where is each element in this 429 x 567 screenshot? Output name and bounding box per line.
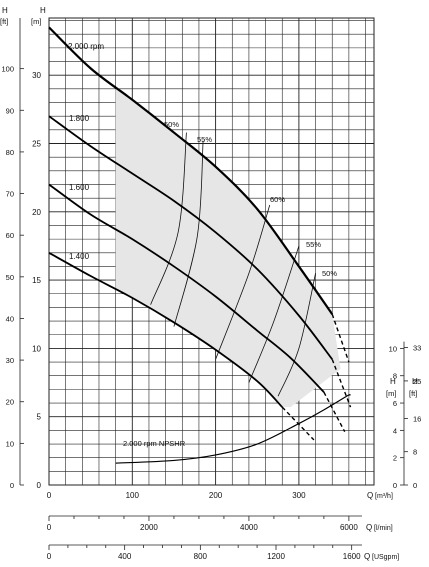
tick-q-usgpm: 800 <box>194 552 208 561</box>
curve-label-1600: 1.600 <box>69 183 90 192</box>
tick-q-usgpm: 400 <box>118 552 132 561</box>
tick-npshr-m: 6 <box>393 399 397 408</box>
curve-label-1800: 1.800 <box>69 114 90 123</box>
tick-q-m3h: 200 <box>209 491 223 500</box>
tick-h-ft: 40 <box>6 314 14 323</box>
axis-q-usgpm-unit: [USgpm] <box>372 554 399 561</box>
curve-series-4 <box>115 394 350 464</box>
tick-h-ft: 30 <box>6 356 14 365</box>
tick-q-usgpm: 0 <box>47 552 52 561</box>
tick-q-usgpm: 1600 <box>343 552 361 561</box>
axis-npshr-m-label: H <box>390 377 396 386</box>
axis-npshr-ft-unit: [ft] <box>409 389 417 398</box>
tick-h-m: 5 <box>37 413 42 422</box>
efficiency-contours <box>150 132 316 397</box>
tick-h-ft: 10 <box>6 439 14 448</box>
tick-q-lmin: 2000 <box>140 523 158 532</box>
tick-q-lmin: 0 <box>47 523 52 532</box>
tick-npshr-ft: 16 <box>413 414 421 423</box>
tick-npshr-m: 4 <box>393 426 397 435</box>
axis-h-ft-unit: [ft] <box>0 17 8 26</box>
plot-frame <box>48 17 375 486</box>
tick-q-usgpm: 1200 <box>267 552 285 561</box>
curve-series-0 <box>48 26 334 315</box>
axis-npshr-m-unit: [m] <box>386 389 396 398</box>
pump-curves <box>48 26 352 464</box>
tick-npshr-m: 8 <box>393 372 397 381</box>
tick-npshr-ft: 33 <box>413 344 421 353</box>
tick-npshr-m: 10 <box>389 344 397 353</box>
curve-label-1400: 1.400 <box>69 252 90 261</box>
tick-npshr-ft: 25 <box>413 377 421 386</box>
axis-q-m3h-unit: [m³/h] <box>375 493 393 500</box>
eff-label-60: 60% <box>270 195 285 204</box>
tick-h-ft: 20 <box>6 398 14 407</box>
tick-q-lmin: 6000 <box>340 523 358 532</box>
curve-series-1 <box>48 115 333 360</box>
eff-label-50-right: 50% <box>322 269 337 278</box>
curve-label-npshr: 2.000 rpm NPSHR <box>123 439 186 448</box>
tick-npshr-ft: 0 <box>413 481 417 490</box>
axis-q-usgpm-label: Q <box>364 552 370 561</box>
tick-q-m3h: 300 <box>292 491 306 500</box>
tick-h-m: 10 <box>32 344 41 353</box>
tick-q-lmin: 4000 <box>240 523 258 532</box>
tick-npshr-m: 2 <box>393 454 397 463</box>
tick-h-ft: 60 <box>6 231 14 240</box>
efficiency-line-2 <box>215 204 271 360</box>
tick-h-ft: 50 <box>6 273 14 282</box>
axis-npshr-ft-label: H <box>412 377 418 386</box>
curve-extension-1 <box>331 359 352 408</box>
axis-q-lmin-unit: [l/min] <box>374 525 393 532</box>
axis-q-lmin-label: Q <box>366 523 372 532</box>
curve-series-3 <box>48 251 283 408</box>
axis-h-m-label: H <box>40 6 46 15</box>
efficiency-region <box>115 87 341 408</box>
tick-q-m3h: 0 <box>47 491 52 500</box>
tick-h-m: 15 <box>32 276 41 285</box>
chart-labels: 2.000 rpm 1.800 1.600 1.400 2.000 rpm NP… <box>68 42 337 448</box>
curve-extension-2 <box>323 391 346 433</box>
tick-h-ft: 100 <box>1 65 14 74</box>
efficiency-line-3 <box>248 245 300 383</box>
eff-label-50-left: 50% <box>164 120 179 129</box>
tick-h-ft: 80 <box>6 148 14 157</box>
efficiency-line-0 <box>150 132 187 305</box>
curve-series-2 <box>48 183 325 393</box>
axis-h-ft-label: H <box>2 6 8 15</box>
chart-axes: H[m]051015202530H[ft]0102030405060708090… <box>0 6 421 561</box>
tick-h-ft: 0 <box>10 481 14 490</box>
eff-label-55-right: 55% <box>306 240 321 249</box>
tick-h-m: 0 <box>37 481 42 490</box>
tick-npshr-m: 0 <box>393 481 397 490</box>
efficiency-line-4 <box>277 273 316 397</box>
curve-extension-0 <box>331 314 350 363</box>
eff-label-55-left: 55% <box>197 135 212 144</box>
efficiency-line-1 <box>173 140 204 327</box>
tick-npshr-ft: 8 <box>413 448 417 457</box>
tick-h-m: 25 <box>32 140 41 149</box>
tick-h-m: 30 <box>32 71 41 80</box>
axis-q-m3h-label: Q <box>367 491 373 500</box>
tick-h-ft: 90 <box>6 106 14 115</box>
axis-h-m-unit: [m] <box>31 17 41 26</box>
tick-h-ft: 70 <box>6 190 14 199</box>
tick-h-m: 20 <box>32 208 41 217</box>
curve-label-2000: 2.000 rpm <box>68 42 104 51</box>
tick-q-m3h: 100 <box>126 491 140 500</box>
